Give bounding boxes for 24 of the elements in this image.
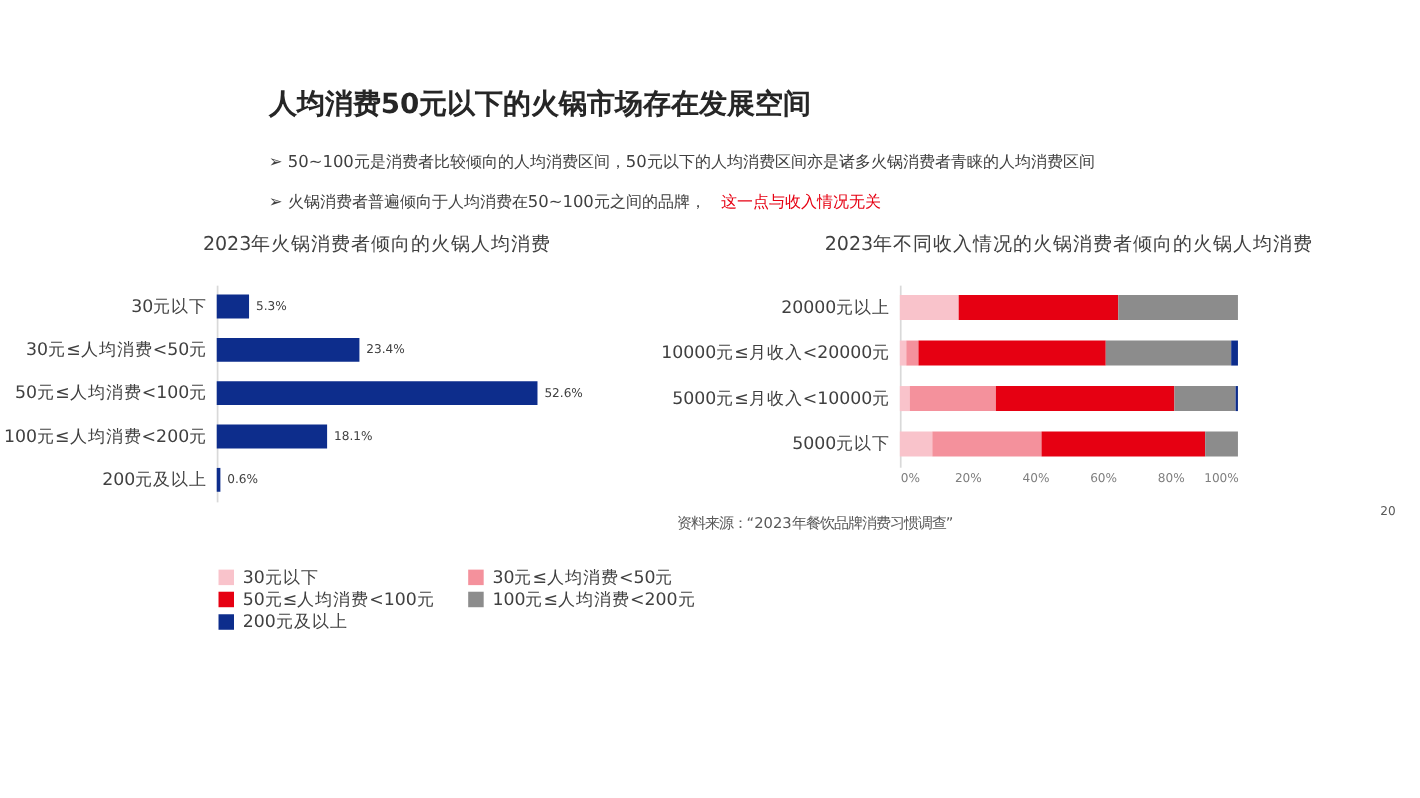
text: ➢ 50~100元是消费者比较倾向的人均消费区间，50元以下的人均消费区间亦是诸多火锅消费者青睐的人均消费区间 bbox=[268, 150, 1095, 171]
y-tick-label: 5000元≤月收入<10000元 bbox=[672, 387, 891, 410]
bar bbox=[216, 337, 360, 362]
y-tick-label: 30元≤人均消费<50元 bbox=[26, 339, 208, 361]
legend-label: 200元及以上 bbox=[242, 611, 348, 634]
legend-label: 100元≤人均消费<200元 bbox=[492, 588, 696, 611]
bar bbox=[216, 424, 328, 449]
bar bbox=[216, 294, 250, 319]
bar bbox=[216, 381, 538, 406]
chart-title: 2023年火锅消费者倾向的火锅人均消费 bbox=[202, 232, 552, 257]
y-tick-label: 30元以下 bbox=[131, 295, 208, 318]
y-tick-label: 10000元≤月收入<20000元 bbox=[661, 342, 891, 365]
legend-label: 30元以下 bbox=[242, 566, 319, 589]
text: 这一点与收入情况无关 bbox=[721, 190, 882, 211]
y-tick-label: 5000元以下 bbox=[792, 433, 891, 456]
chart-title: 2023年不同收入情况的火锅消费者倾向的火锅人均消费 bbox=[824, 232, 1314, 257]
y-tick-label: 100元≤人均消费<200元 bbox=[4, 425, 208, 448]
legend-label: 30元≤人均消费<50元 bbox=[492, 566, 674, 589]
text: 人均消费50元以下的火锅市场存在发展空间 bbox=[266, 87, 812, 122]
y-tick-label: 200元及以上 bbox=[102, 469, 208, 492]
text: ➢ 火锅消费者普遍倾向于人均消费在50~100元之间的品牌， bbox=[268, 190, 706, 211]
y-tick-label: 50元≤人均消费<100元 bbox=[15, 382, 208, 405]
y-tick-label: 20000元以上 bbox=[781, 296, 891, 319]
legend-label: 50元≤人均消费<100元 bbox=[242, 588, 435, 611]
